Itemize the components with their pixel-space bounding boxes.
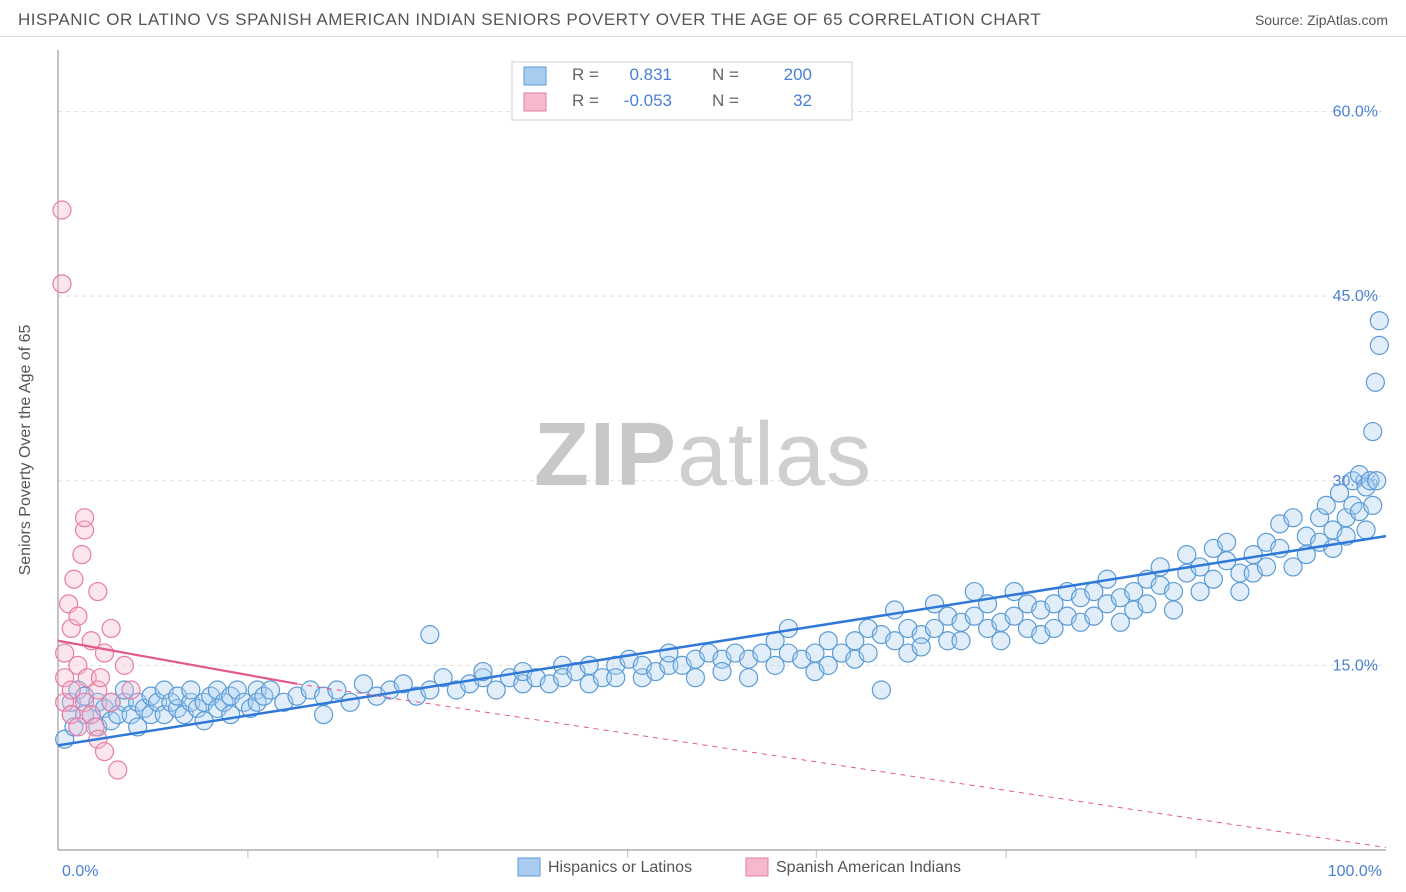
chart-title: HISPANIC OR LATINO VS SPANISH AMERICAN I…: [18, 10, 1041, 30]
svg-text:Seniors Poverty Over the Age o: Seniors Poverty Over the Age of 65: [17, 325, 34, 576]
svg-text:R =: R =: [572, 65, 599, 84]
chart-container: ZIPatlas 15.0%30.0%45.0%60.0%0.0%100.0%S…: [0, 40, 1406, 892]
svg-text:Spanish American Indians: Spanish American Indians: [776, 859, 961, 876]
svg-text:N =: N =: [712, 91, 739, 110]
svg-text:15.0%: 15.0%: [1333, 657, 1378, 674]
svg-text:60.0%: 60.0%: [1333, 104, 1378, 121]
svg-text:N =: N =: [712, 65, 739, 84]
svg-text:0.831: 0.831: [629, 65, 672, 84]
svg-text:0.0%: 0.0%: [62, 863, 98, 880]
chart-header: HISPANIC OR LATINO VS SPANISH AMERICAN I…: [0, 0, 1406, 37]
svg-text:Hispanics or Latinos: Hispanics or Latinos: [548, 859, 692, 876]
chart-source: Source: ZipAtlas.com: [1255, 12, 1388, 28]
scatter-chart: 15.0%30.0%45.0%60.0%0.0%100.0%Seniors Po…: [0, 40, 1406, 892]
svg-text:200: 200: [784, 65, 812, 84]
svg-text:45.0%: 45.0%: [1333, 288, 1378, 305]
svg-text:R =: R =: [572, 91, 599, 110]
svg-text:-0.053: -0.053: [624, 91, 672, 110]
svg-text:32: 32: [793, 91, 812, 110]
svg-text:100.0%: 100.0%: [1328, 863, 1382, 880]
